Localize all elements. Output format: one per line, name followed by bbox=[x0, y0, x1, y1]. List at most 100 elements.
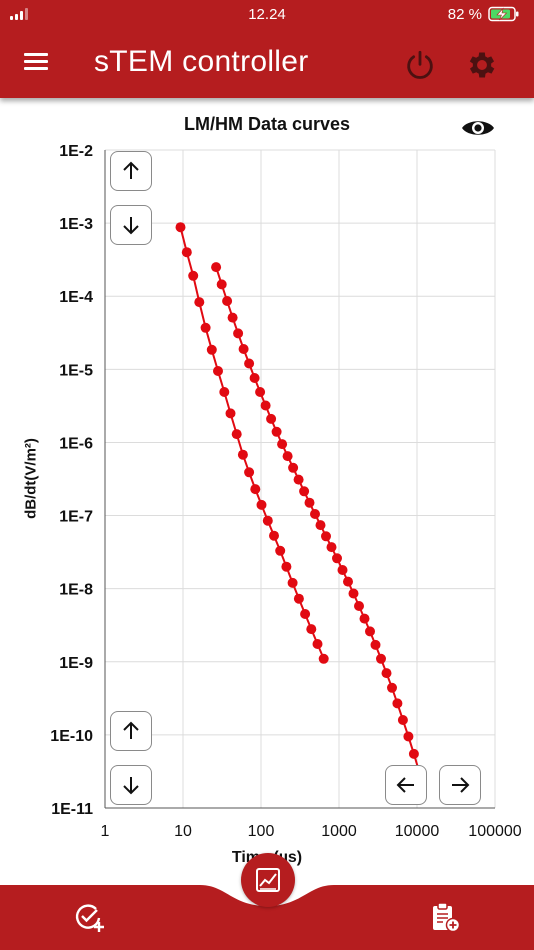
data-point bbox=[250, 484, 261, 495]
data-point bbox=[269, 530, 279, 541]
bottom-nav-background bbox=[0, 885, 534, 950]
data-point bbox=[315, 520, 326, 531]
data-point bbox=[219, 387, 230, 397]
data-point bbox=[249, 373, 260, 383]
data-point bbox=[299, 486, 310, 497]
eye-icon[interactable] bbox=[458, 113, 498, 143]
data-point bbox=[359, 613, 370, 624]
arrow-left-icon bbox=[396, 777, 414, 793]
data-point bbox=[310, 509, 320, 519]
signal-icon bbox=[10, 8, 32, 20]
data-point bbox=[231, 429, 242, 440]
data-point bbox=[304, 497, 315, 508]
data-curves-chart: 1 10 100 1000 10000 100000 1E-2 1E-3 1E-4 1E-5 1E-… bbox=[50, 143, 522, 840]
data-point bbox=[318, 653, 329, 664]
data-point bbox=[238, 344, 249, 354]
y-tick-label: 1E-9 bbox=[59, 655, 93, 672]
data-point bbox=[271, 426, 282, 437]
y-max-up-button[interactable] bbox=[110, 151, 152, 191]
y-tick-label: 1E-2 bbox=[59, 143, 93, 160]
data-point bbox=[365, 626, 375, 637]
chart-title: LM/HM Data curves bbox=[183, 114, 351, 134]
data-point bbox=[348, 588, 359, 599]
data-point bbox=[266, 413, 277, 424]
data-point bbox=[370, 639, 381, 650]
series-1 bbox=[175, 222, 329, 664]
y-min-up-button[interactable] bbox=[110, 711, 152, 751]
data-point bbox=[213, 366, 223, 376]
add-report-icon[interactable] bbox=[428, 900, 462, 934]
x-tick-label: 1000 bbox=[321, 823, 357, 840]
status-time: 12.24 bbox=[248, 6, 286, 23]
data-point bbox=[293, 474, 304, 485]
data-point bbox=[337, 565, 348, 575]
data-point bbox=[300, 609, 311, 619]
data-point bbox=[256, 499, 267, 510]
data-point bbox=[376, 653, 386, 664]
app-bar: sTEM controller bbox=[0, 28, 534, 98]
data-point bbox=[255, 387, 266, 397]
y-tick-label: 1E-11 bbox=[51, 801, 93, 818]
arrow-up-icon bbox=[123, 161, 139, 179]
data-point bbox=[321, 531, 331, 542]
menu-button[interactable] bbox=[14, 42, 58, 82]
power-icon[interactable] bbox=[403, 48, 437, 82]
x-tick-label: 100 bbox=[248, 823, 275, 840]
arrow-down-icon bbox=[123, 217, 139, 235]
data-curves-tab-button[interactable] bbox=[241, 853, 295, 907]
data-point bbox=[287, 577, 298, 588]
data-point bbox=[281, 561, 292, 572]
add-measurement-icon[interactable] bbox=[72, 900, 106, 934]
data-point bbox=[181, 247, 192, 258]
y-min-down-button[interactable] bbox=[110, 765, 152, 805]
y-tick-label: 1E-8 bbox=[59, 582, 93, 599]
data-point bbox=[293, 593, 304, 604]
y-tick-label: 1E-4 bbox=[59, 289, 93, 306]
data-point bbox=[381, 668, 392, 679]
data-point bbox=[275, 545, 286, 556]
data-point bbox=[260, 400, 271, 411]
data-point bbox=[216, 279, 227, 290]
y-max-down-button[interactable] bbox=[110, 205, 152, 245]
data-point bbox=[244, 358, 255, 369]
x-tick-label: 10 bbox=[174, 823, 192, 840]
chart-icon bbox=[256, 868, 280, 892]
data-point bbox=[194, 297, 205, 308]
y-tick-label: 1E-10 bbox=[50, 728, 93, 745]
data-point bbox=[354, 601, 364, 611]
arrow-right-icon bbox=[452, 777, 470, 793]
data-point bbox=[332, 553, 342, 564]
x-pan-right-button[interactable] bbox=[439, 765, 481, 805]
y-axis-label: dB/dt(V/m²) bbox=[22, 438, 40, 519]
data-point bbox=[227, 312, 238, 323]
series-2 bbox=[211, 262, 427, 786]
status-bar: 12.24 82 % bbox=[0, 0, 534, 28]
data-point bbox=[408, 748, 419, 759]
x-tick-label: 1 bbox=[101, 823, 110, 840]
x-tick-label: 100000 bbox=[468, 823, 521, 840]
y-tick-label: 1E-6 bbox=[59, 435, 93, 452]
data-point bbox=[188, 270, 199, 281]
data-point bbox=[233, 328, 244, 339]
y-tick-label: 1E-5 bbox=[59, 362, 93, 379]
x-pan-left-button[interactable] bbox=[385, 765, 427, 805]
hamburger-icon bbox=[24, 53, 48, 56]
data-point bbox=[175, 222, 186, 233]
gear-icon[interactable] bbox=[465, 48, 499, 82]
arrow-up-icon bbox=[123, 721, 139, 739]
data-point bbox=[397, 715, 408, 725]
battery-percentage: 82 % bbox=[447, 6, 482, 23]
data-point bbox=[225, 408, 236, 419]
data-point bbox=[403, 731, 414, 742]
data-point bbox=[237, 449, 248, 460]
data-point bbox=[244, 467, 255, 478]
data-point bbox=[206, 344, 217, 355]
data-point bbox=[312, 639, 323, 649]
data-point bbox=[211, 262, 222, 273]
x-tick-label: 10000 bbox=[395, 823, 440, 840]
y-tick-label: 1E-7 bbox=[59, 509, 93, 526]
arrow-down-icon bbox=[123, 777, 139, 795]
data-point bbox=[392, 698, 403, 709]
data-point bbox=[262, 515, 273, 526]
data-point bbox=[326, 542, 337, 553]
